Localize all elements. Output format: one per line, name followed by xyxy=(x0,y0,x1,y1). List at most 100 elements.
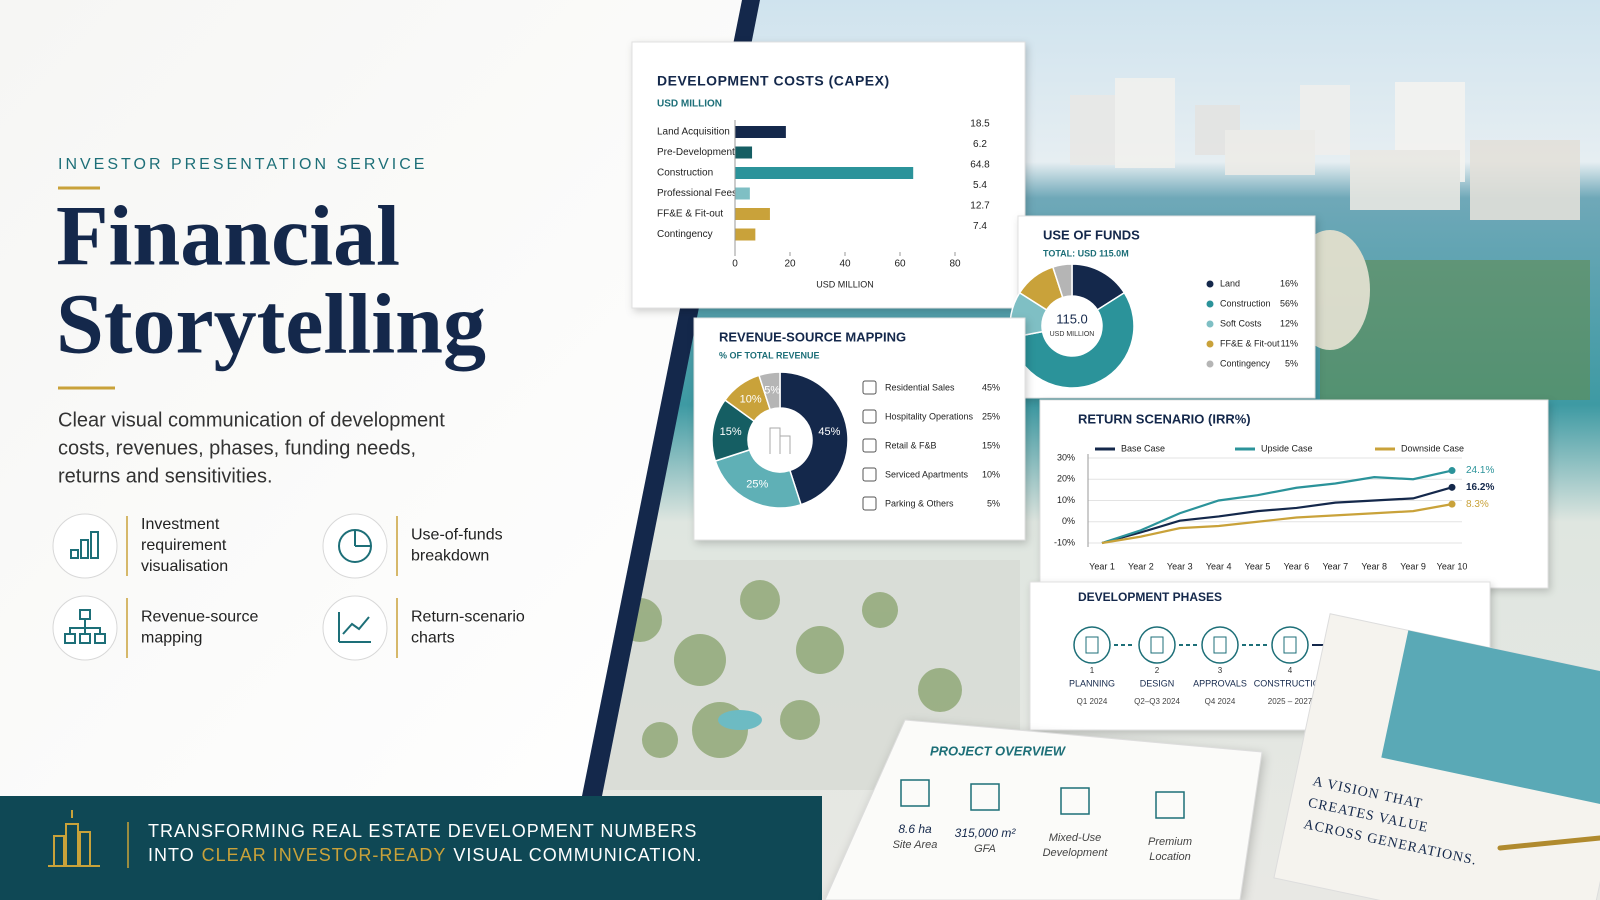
value-label: 64.8 xyxy=(970,160,990,171)
category-label: Contingency xyxy=(657,229,713,240)
legend-label: Serviced Apartments xyxy=(885,469,969,479)
category-label: FF&E & Fit-out xyxy=(657,209,723,220)
value-label: 12.7 xyxy=(970,201,990,212)
overview-text: Development xyxy=(1043,847,1109,859)
legend-icon xyxy=(862,496,877,511)
phase-name: PLANNING xyxy=(1069,678,1115,688)
card-subtitle: USD MILLION xyxy=(657,99,722,110)
banner-phrase: VISUAL COMMUNICATION. xyxy=(453,845,702,865)
card-title: RETURN SCENARIO (IRR%) xyxy=(1078,411,1251,426)
feature-label: Investment xyxy=(141,516,220,533)
axis-label: USD MILLION xyxy=(816,279,874,289)
end-point xyxy=(1448,467,1456,475)
bar xyxy=(735,208,770,220)
series-line xyxy=(1101,486,1453,545)
bar xyxy=(735,126,786,138)
glyph xyxy=(338,612,371,643)
phase-glyph xyxy=(1283,636,1297,654)
phase-icon xyxy=(1073,626,1111,664)
legend-icon xyxy=(862,467,877,482)
legend-value: 5% xyxy=(987,498,1000,508)
description: returns and sensitivities. xyxy=(58,465,273,487)
legend-value: 45% xyxy=(982,382,1000,392)
x-tick-label: Year 7 xyxy=(1322,561,1348,571)
feature-glyph xyxy=(64,609,106,644)
segment-label: 10% xyxy=(740,393,762,405)
feature-glyph xyxy=(338,612,371,643)
x-tick-label: Year 6 xyxy=(1284,561,1310,571)
bar xyxy=(735,187,750,200)
x-tick-label: 0 xyxy=(732,259,738,270)
legend-swatch xyxy=(1206,360,1214,368)
bar xyxy=(735,167,914,179)
legend-label: Downside Case xyxy=(1401,443,1464,453)
category-label: Land Acquisition xyxy=(657,127,730,138)
feature-glyph xyxy=(338,529,372,563)
overview-text: Premium xyxy=(1148,836,1192,848)
glyph xyxy=(80,539,89,559)
phase-date: 2025 – 2027 xyxy=(1268,697,1313,706)
card-title: REVENUE-SOURCE MAPPING xyxy=(719,329,906,344)
phase-date: Q2–Q3 2024 xyxy=(1134,697,1180,706)
phase-icon xyxy=(1201,626,1239,664)
overview-text: GFA xyxy=(974,843,996,855)
x-tick-label: Year 2 xyxy=(1128,561,1154,571)
end-label: 8.3% xyxy=(1466,499,1489,510)
card-title: USE OF FUNDS xyxy=(1043,227,1140,242)
x-tick-label: Year 9 xyxy=(1400,561,1426,571)
overview-text: 315,000 m² xyxy=(955,826,1017,840)
phase-name: APPROVALS xyxy=(1193,678,1247,688)
description: costs, revenues, phases, funding needs, xyxy=(58,437,416,459)
category-label: Construction xyxy=(657,168,713,179)
donut-segment xyxy=(1051,263,1073,299)
brochure-photo xyxy=(1381,630,1600,808)
legend-label: Parking & Others xyxy=(885,498,954,508)
feature-icon xyxy=(322,595,388,661)
headline: Financial xyxy=(56,188,400,284)
phase-number: 3 xyxy=(1218,666,1223,675)
glyph xyxy=(354,530,371,547)
center-value: 115.0 xyxy=(1056,311,1088,326)
phase-glyph xyxy=(1085,636,1099,654)
legend-label: Construction xyxy=(1220,298,1271,308)
banner-text: INTO CLEAR INVESTOR-READY VISUAL COMMUNICA… xyxy=(148,845,702,865)
banner-icon xyxy=(48,810,100,867)
legend-icon xyxy=(862,380,877,395)
series-line xyxy=(1101,469,1453,545)
legend-value: 12% xyxy=(1280,318,1298,328)
phase-name: DESIGN xyxy=(1140,678,1175,688)
legend-value: 56% xyxy=(1280,298,1298,308)
donut-segment xyxy=(714,448,802,509)
legend-icon xyxy=(862,438,877,453)
overview-text: Mixed-Use xyxy=(1049,832,1102,844)
overview-card xyxy=(824,719,1263,900)
y-tick-label: 30% xyxy=(1057,452,1075,462)
value-label: 6.2 xyxy=(973,139,987,150)
legend-label: Base Case xyxy=(1121,443,1165,453)
phase-number: 1 xyxy=(1090,666,1095,675)
glyph xyxy=(70,549,79,559)
overview-text: Site Area xyxy=(893,839,938,851)
center-glyph xyxy=(769,427,791,454)
legend-icon xyxy=(862,409,877,424)
legend-label: FF&E & Fit-out xyxy=(1220,338,1280,348)
x-tick-label: Year 10 xyxy=(1437,561,1468,571)
legend-value: 16% xyxy=(1280,278,1298,288)
y-tick-label: 20% xyxy=(1057,474,1075,484)
end-label: 16.2% xyxy=(1466,482,1494,493)
banner-phrase: CLEAR INVESTOR-READY xyxy=(202,845,447,865)
feature-label: Revenue-source xyxy=(141,609,259,626)
legend-value: 10% xyxy=(982,469,1000,479)
photo-city xyxy=(600,78,1590,790)
legend-swatch xyxy=(1206,280,1214,288)
phase-number: 2 xyxy=(1155,666,1160,675)
end-point xyxy=(1448,500,1456,508)
overview-icon xyxy=(900,779,930,807)
feature-glyph xyxy=(70,531,99,559)
overview-icon xyxy=(1155,791,1185,819)
feature-label: visualisation xyxy=(141,558,228,575)
feature-label: Use-of-funds xyxy=(411,527,503,544)
y-tick-label: -10% xyxy=(1054,537,1075,547)
